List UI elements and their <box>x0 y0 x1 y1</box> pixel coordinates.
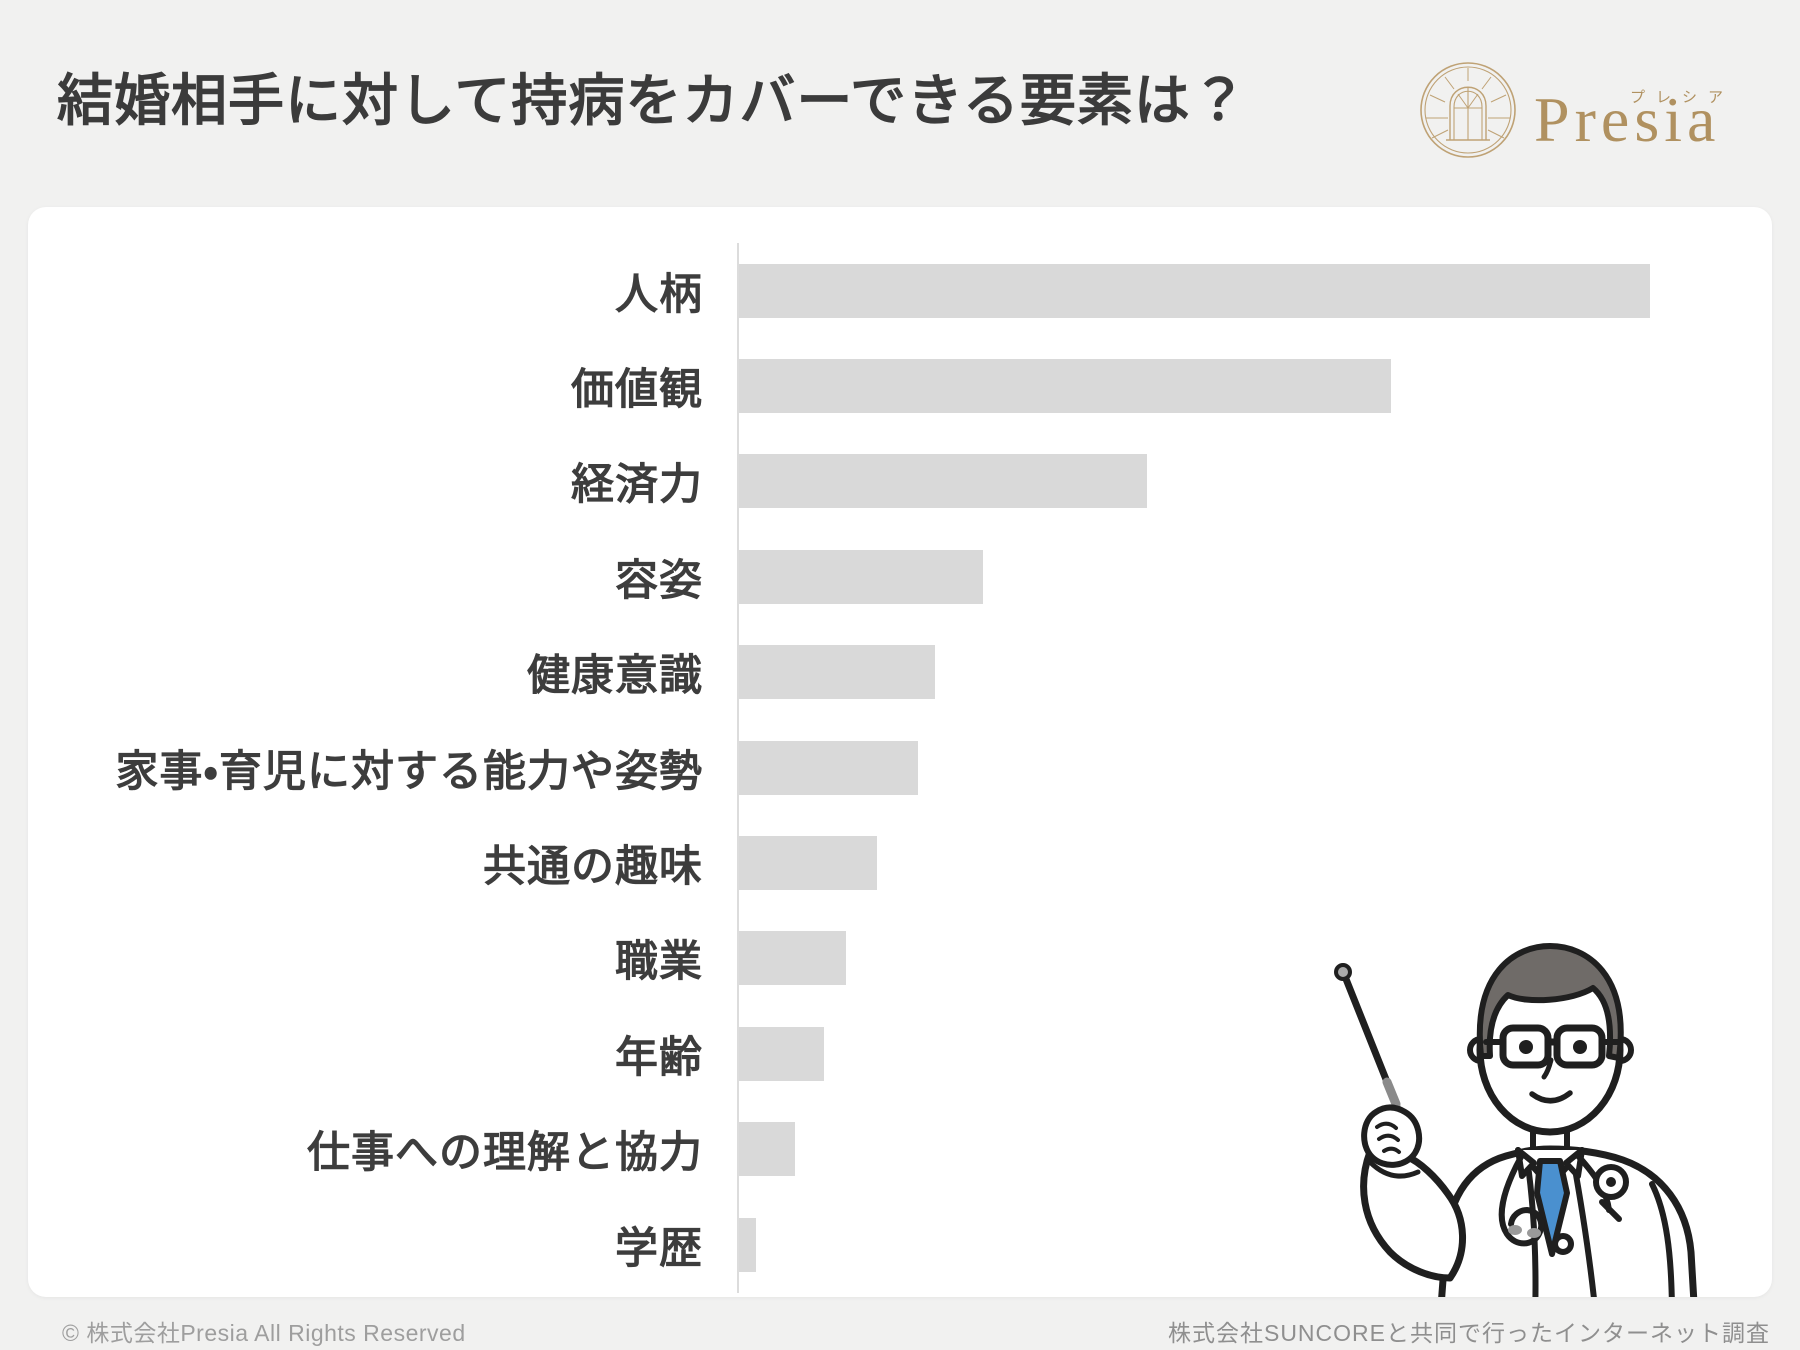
bar <box>739 836 878 891</box>
brand-name: Presia <box>1534 84 1721 155</box>
copyright-text: © 株式会社Presia All Rights Reserved <box>62 1320 466 1346</box>
bar-track <box>739 1026 1772 1081</box>
chart-row: 学歴 <box>28 1197 1772 1292</box>
category-label: 職業 <box>615 938 703 987</box>
bar-track <box>739 645 1772 700</box>
bar-track <box>739 1217 1772 1272</box>
survey-source-text: 株式会社SUNCOREと共同で行ったインターネット調査 <box>1167 1320 1770 1346</box>
brand-wordmark: プレシア Presia <box>1534 68 1723 155</box>
bar <box>739 1217 757 1272</box>
bar <box>739 645 935 700</box>
category-label: 経済力 <box>571 461 703 510</box>
chart-row: 容姿 <box>28 529 1772 624</box>
category-label: 家事・育児に対する能力や姿勢 <box>115 747 703 796</box>
bar <box>739 263 1650 318</box>
bar <box>739 1026 824 1081</box>
bar-track <box>739 359 1772 414</box>
pointer-tip <box>1334 963 1352 981</box>
chart-row: 価値観 <box>28 338 1772 433</box>
chart-row: 職業 <box>28 911 1772 1006</box>
category-label: 価値観 <box>571 366 703 415</box>
bar <box>739 454 1148 509</box>
brand-ruby: プレシア <box>1630 89 1735 106</box>
chart-card: 人柄価値観経済力容姿健康意識家事・育児に対する能力や姿勢共通の趣味職業年齢仕事へ… <box>28 207 1772 1297</box>
y-axis-line <box>737 243 739 1293</box>
category-label: 共通の趣味 <box>483 843 703 892</box>
bar-track <box>739 836 1772 891</box>
bar-track <box>739 740 1772 795</box>
bar-track <box>739 549 1772 604</box>
bar <box>739 359 1392 414</box>
hair <box>1476 943 1624 1061</box>
bar <box>739 931 846 986</box>
bar <box>739 549 984 604</box>
chart-row: 健康意識 <box>28 625 1772 720</box>
category-label: 人柄 <box>615 270 703 319</box>
tie <box>1534 1158 1570 1257</box>
doctor-illustration <box>1334 943 1698 1297</box>
bar <box>739 740 919 795</box>
bar <box>739 1122 796 1177</box>
chart-row: 共通の趣味 <box>28 815 1772 910</box>
bar-track <box>739 454 1772 509</box>
chart-row: 人柄 <box>28 243 1772 338</box>
chart-row: 年齢 <box>28 1006 1772 1101</box>
chart-row: 経済力 <box>28 434 1772 529</box>
bar-track <box>739 931 1772 986</box>
chart-row: 家事・育児に対する能力や姿勢 <box>28 720 1772 815</box>
category-label: 容姿 <box>615 556 703 605</box>
chart-row: 仕事への理解と協力 <box>28 1102 1772 1197</box>
category-label: 年齢 <box>615 1033 703 1082</box>
category-label: 仕事への理解と協力 <box>307 1129 703 1178</box>
arch-window-emblem-icon <box>1420 62 1516 158</box>
bar-track <box>739 263 1772 318</box>
brand-logo: プレシア Presia <box>1418 60 1723 160</box>
bar-rows: 人柄価値観経済力容姿健康意識家事・育児に対する能力や姿勢共通の趣味職業年齢仕事へ… <box>28 243 1772 1292</box>
category-label: 学歴 <box>615 1224 703 1273</box>
page-title: 結婚相手に対して持病をカバーできる要素は？ <box>57 69 1248 132</box>
bar-track <box>739 1122 1772 1177</box>
category-label: 健康意識 <box>527 652 703 701</box>
